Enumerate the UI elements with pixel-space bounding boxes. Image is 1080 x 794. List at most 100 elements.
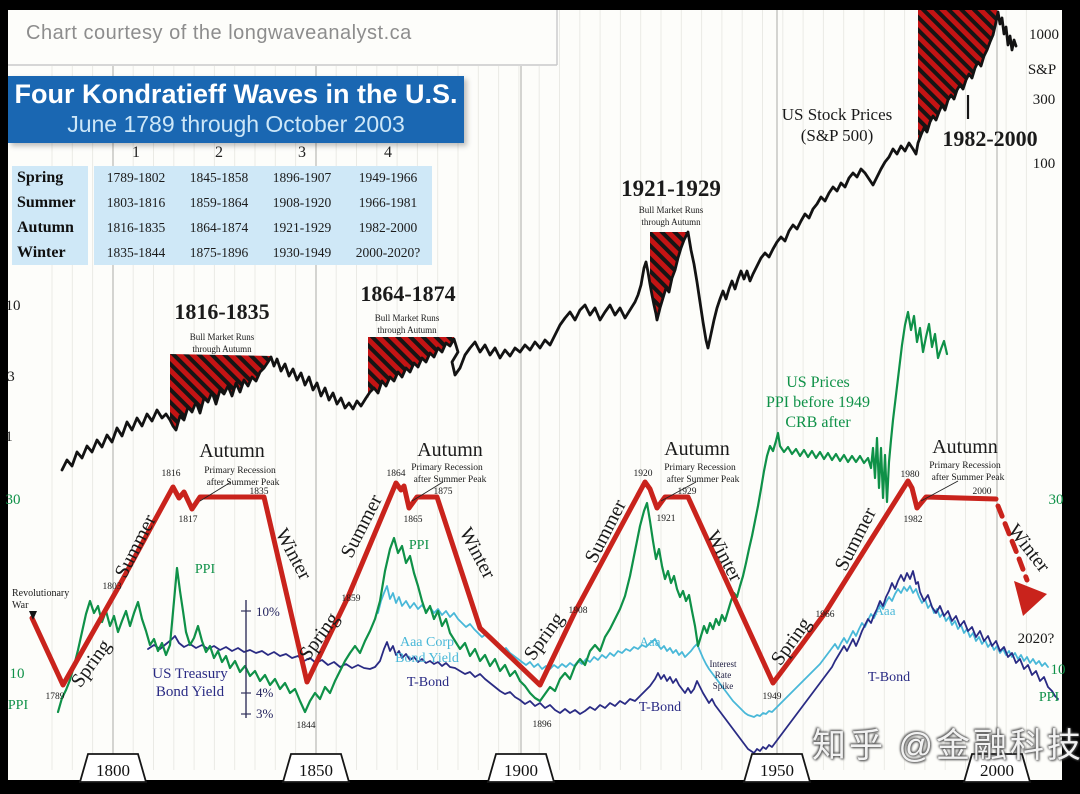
sp500-series-label-1: US Stock Prices (782, 105, 893, 124)
sp500-stock-price-series (60, 10, 1018, 472)
year-1896: 1896 (533, 720, 552, 730)
winter-2020-label: 2020? (1018, 631, 1055, 647)
x-tick-label-2000: 2000 (980, 761, 1014, 780)
bull-1864-1874-title: 1864-1874 (360, 281, 455, 306)
ppi-axis-right-10: 10 (1051, 662, 1066, 678)
bull-market-wedge-1816-1835 (170, 354, 272, 430)
bull-1816-caption-1: Bull Market Runs (190, 332, 255, 342)
ppi-axis-left-label: PPI (8, 698, 29, 713)
recession-caption-1a: Primary Recession (204, 466, 276, 476)
year-1844: 1844 (297, 721, 316, 731)
year-1803: 1803 (103, 582, 122, 592)
x-tick-label-1950: 1950 (760, 761, 794, 780)
sp-axis-left-3: 3 (7, 369, 15, 385)
sp-axis-right-1000: 1000 (1029, 27, 1059, 43)
revolutionary-war-label-1: Revolutionary (12, 588, 69, 599)
autumn-label-4: Autumn (932, 436, 998, 458)
recession-caption-2b: after Summer Peak (414, 474, 487, 485)
ppi-axis-right-label: PPI (1039, 690, 1060, 705)
recession-pointer-4 (920, 480, 959, 502)
aaa-corp-label-2: Bond Yield (395, 651, 459, 666)
ppi-axis-right-30: 30 (1049, 492, 1064, 508)
year-1929: 1929 (678, 487, 697, 497)
ppi-inline-label-1: PPI (195, 562, 216, 577)
aaa-corporate-bond-yield-series (377, 585, 1049, 718)
sp-axis-right-300: 300 (1033, 92, 1056, 108)
x-tick-box-2000 (962, 753, 1032, 783)
recession-pointer-1 (199, 481, 232, 502)
us-prices-label-3: CRB after (785, 414, 851, 431)
autumn-label-2: Autumn (417, 439, 483, 461)
bull-1816-1835-title: 1816-1835 (174, 299, 269, 324)
winter-forecast-arrowhead (1014, 581, 1047, 616)
year-1865: 1865 (404, 515, 423, 525)
bull-1982-2000-title: 1982-2000 (942, 126, 1037, 151)
recession-caption-3b: after Summer Peak (667, 474, 740, 485)
x-tick-box-1800 (78, 753, 148, 783)
x-tick-label-1800: 1800 (96, 761, 130, 780)
sp-axis-right-label: S&P (1028, 62, 1056, 78)
recession-pointer-2 (411, 481, 444, 502)
kondratieff-winter-forecast-series (995, 503, 1030, 583)
bull-1864-caption-2: through Autumn (377, 325, 437, 335)
recession-pointer-3 (660, 481, 697, 502)
aaa-corp-label-1: Aaa Corp (400, 635, 454, 650)
t-bond-label-2: T-Bond (639, 700, 681, 715)
kondratieff-wave-series (29, 478, 999, 688)
sp-axis-left-10: 10 (6, 298, 21, 314)
ppi-inline-label-2: PPI (409, 538, 430, 553)
yield-pct-10: 10% (256, 604, 280, 619)
x-tick-box-1950 (742, 753, 812, 783)
year-2000: 2000 (973, 487, 992, 497)
revolutionary-war-arrow (29, 611, 37, 620)
x-tick-box-1850 (281, 753, 351, 783)
aaa-label-2: Aaa (640, 634, 661, 649)
x-tick-label-1900: 1900 (504, 761, 538, 780)
year-1864: 1864 (387, 469, 406, 479)
year-1980: 1980 (901, 470, 920, 480)
plot-background (8, 10, 1062, 780)
us-prices-label-1: US Prices (786, 374, 850, 391)
recession-caption-3a: Primary Recession (664, 463, 736, 473)
interest-rate-spike-label-3: Spike (713, 681, 734, 691)
year-1816: 1816 (162, 469, 181, 479)
year-1920: 1920 (634, 469, 653, 479)
recession-caption-4a: Primary Recession (929, 461, 1001, 471)
x-tick-box-1900 (486, 753, 556, 783)
t-bond-treasury-yield-series (147, 570, 1059, 754)
x-tick-label-1850: 1850 (299, 761, 333, 780)
interest-rate-spike-label-1: Interest (710, 659, 737, 669)
bull-1921-1929-title: 1921-1929 (621, 176, 721, 201)
year-1875: 1875 (434, 487, 453, 497)
aaa-label-3: Aaa (875, 603, 896, 618)
recession-caption-4b: after Summer Peak (932, 472, 1005, 483)
recession-caption-1b: after Summer Peak (207, 477, 280, 488)
bull-1921-caption-1: Bull Market Runs (639, 205, 704, 215)
sp500-series-label-2: (S&P 500) (801, 126, 874, 145)
sp-axis-left-1: 1 (5, 429, 13, 445)
bull-1816-caption-2: through Autumn (192, 344, 252, 354)
year-1817: 1817 (179, 515, 198, 525)
t-bond-label-1: T-Bond (407, 675, 449, 690)
year-1908: 1908 (569, 606, 588, 616)
t-bond-label-3: T-Bond (868, 670, 910, 685)
yield-pct-3: 3% (256, 706, 274, 721)
treasury-yield-label-2: Bond Yield (156, 684, 225, 700)
year-1835: 1835 (250, 487, 269, 497)
us-prices-label-2: PPI before 1949 (766, 394, 870, 411)
us-prices-ppi-crb-series (56, 310, 949, 714)
autumn-label-1: Autumn (199, 440, 265, 462)
bull-market-wedge-1982-2000 (918, 10, 998, 143)
yield-pct-4: 4% (256, 685, 274, 700)
bull-1921-caption-2: through Autumn (641, 217, 701, 227)
year-1789: 1789 (46, 692, 65, 702)
year-1949: 1949 (763, 692, 782, 702)
interest-rate-spike-label-2: Rate (715, 670, 732, 680)
sp-axis-right-100: 100 (1033, 156, 1056, 172)
recession-caption-2a: Primary Recession (411, 463, 483, 473)
ppi-axis-left-10: 10 (10, 666, 25, 682)
revolutionary-war-label-2: War (12, 600, 29, 611)
year-1966: 1966 (816, 610, 835, 620)
